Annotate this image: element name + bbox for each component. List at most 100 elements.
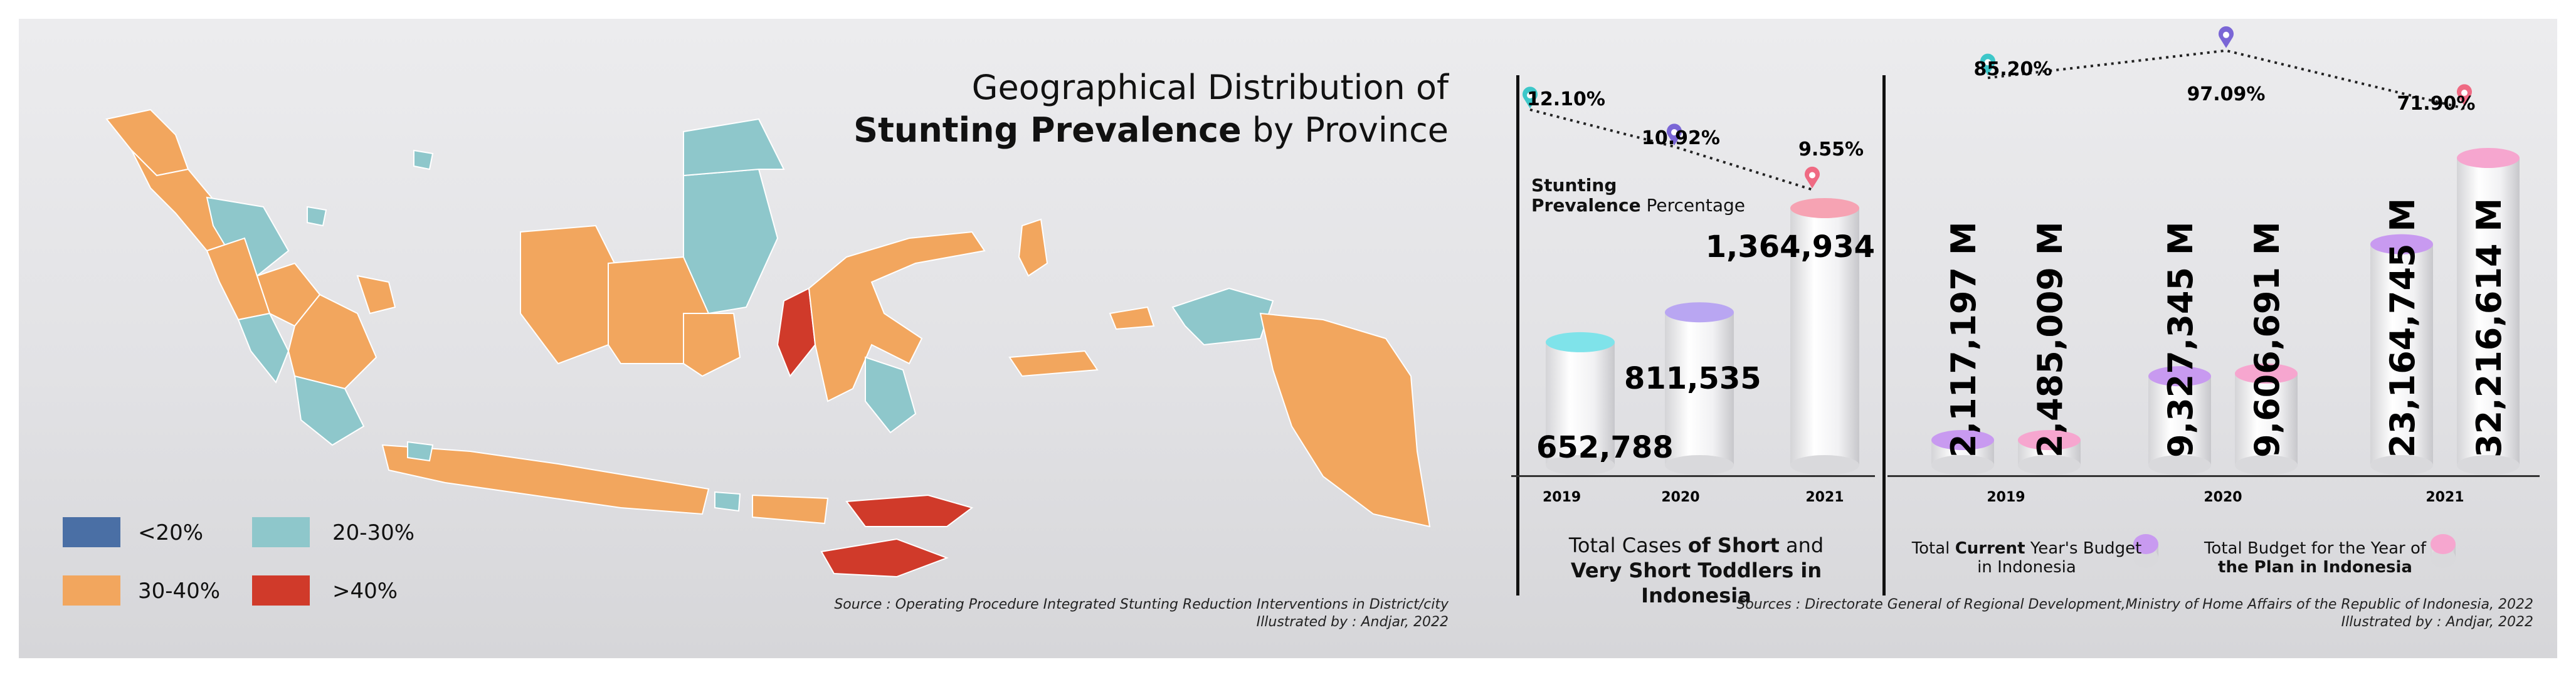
cases-bar-2019-top bbox=[1546, 332, 1615, 352]
baseline-cases bbox=[1511, 475, 1875, 477]
cases-pin-2020-dot bbox=[1671, 129, 1677, 135]
divider-left bbox=[1516, 75, 1519, 596]
budget-label-2021-s1: 32,216,614 M bbox=[2469, 198, 2509, 458]
budget-bar-2020-s0-base bbox=[2148, 455, 2211, 475]
province-jakarta bbox=[407, 441, 434, 462]
map-title-rest: by Province bbox=[1241, 110, 1449, 150]
legend-label-20-30: 20-30% bbox=[332, 520, 415, 545]
map-title-line1: Geographical Distribution of bbox=[971, 68, 1449, 107]
budget-bar-2020-s1-base bbox=[2235, 455, 2298, 475]
budget-pin-2020-dot bbox=[2223, 31, 2229, 38]
cases-caption-bold: of Short bbox=[1687, 533, 1780, 557]
cases-pin-2020 bbox=[1667, 123, 1682, 145]
budget-legend-current: Total Current Year's Budget in Indonesia bbox=[1908, 539, 2146, 577]
budget-bar-2020-s1-body bbox=[2235, 373, 2298, 465]
legend-cyl-current-top bbox=[2133, 534, 2158, 554]
budget-label-2020-s1: 9,606,691 M bbox=[2247, 221, 2287, 458]
cases-bar-2020 bbox=[1665, 302, 1734, 475]
budget-legend-current-line2: in Indonesia bbox=[1977, 558, 2076, 577]
cases-bar-2020-top bbox=[1665, 302, 1734, 323]
budget-bar-2019-s1-top bbox=[2018, 430, 2081, 450]
map-title-bold: Stunting Prevalence bbox=[853, 110, 1242, 150]
budget-bar-2020-s1 bbox=[2235, 363, 2298, 475]
budget-pin-2021 bbox=[2457, 84, 2472, 107]
cases-bar-2020-base bbox=[1665, 455, 1734, 475]
map-source-line2: Illustrated by : Andjar, 2022 bbox=[1256, 614, 1449, 630]
prev-label-2019: 12.10% bbox=[1527, 88, 1605, 110]
budget-label-2021-s0: 23,164,745 M bbox=[2383, 198, 2422, 458]
legend-cyl-current-base bbox=[2133, 548, 2158, 568]
cases-caption: Total Cases of Short and Very Short Toddl… bbox=[1521, 533, 1872, 608]
budget-tick-2019: 2019 bbox=[1987, 490, 2025, 505]
province-sulawesi bbox=[808, 231, 986, 402]
prevalence-label-rest: Percentage bbox=[1640, 195, 1745, 216]
province-north-maluku bbox=[1018, 218, 1048, 277]
prev-label-2021: 9.55% bbox=[1798, 139, 1864, 160]
budget-pin-2019-dot bbox=[1985, 59, 1991, 66]
cases-bar-2019 bbox=[1546, 332, 1615, 475]
budget-bar-2020-s0-top bbox=[2148, 366, 2211, 387]
budget-bar-2020-s0 bbox=[2148, 366, 2211, 475]
province-ntb bbox=[752, 494, 829, 525]
province-north-kalimantan bbox=[683, 118, 785, 177]
cases-bar-2021-base bbox=[1790, 455, 1859, 475]
cases-label-2020: 811,535 bbox=[1624, 361, 1761, 396]
legend-label-gt40: >40% bbox=[332, 579, 398, 604]
budget-label-2020-s0: 9,327,345 M bbox=[2161, 221, 2200, 458]
cases-caption-light: Total Cases bbox=[1568, 533, 1688, 557]
province-bengkulu bbox=[237, 312, 290, 384]
cases-label-2019: 652,788 bbox=[1536, 430, 1674, 465]
budget-bar-2020-s0-body bbox=[2148, 376, 2211, 465]
baseline-budget bbox=[1887, 475, 2540, 477]
budget-label-2019-s0: 2,117,197 M bbox=[1944, 221, 1983, 458]
budget-legend-plan-line1: Total Budget for the Year of bbox=[2204, 539, 2427, 558]
cases-bar-2019-base bbox=[1546, 455, 1615, 475]
budget-bar-2019-s1-base bbox=[2018, 455, 2081, 475]
province-south-sumatra bbox=[287, 293, 377, 390]
cases-tick-2019: 2019 bbox=[1543, 490, 1581, 505]
province-maluku bbox=[1008, 306, 1155, 377]
budget-bar-2021-s1-base bbox=[2457, 455, 2520, 475]
cases-pin-2019 bbox=[1523, 87, 1538, 108]
province-ntt bbox=[820, 494, 974, 578]
cases-caption-end: and bbox=[1779, 533, 1824, 557]
cases-tick-2021: 2021 bbox=[1805, 490, 1844, 505]
budget-bar-2019-s0-base bbox=[1931, 455, 1994, 475]
prevalence-label: Stunting Prevalence Percentage bbox=[1531, 176, 1745, 216]
budget-bar-2019-s1 bbox=[2018, 430, 2081, 475]
province-riau-islands bbox=[307, 149, 434, 227]
budget-legend-plan: Total Budget for the Year of the Plan in … bbox=[2190, 539, 2441, 577]
budget-bar-2021-s0-top bbox=[2370, 234, 2433, 255]
pct-label-2020: 97.09% bbox=[2187, 83, 2266, 105]
budget-source-line1: Sources : Directorate General of Regiona… bbox=[1736, 597, 2533, 612]
legend-label-30-40: 30-40% bbox=[138, 579, 221, 604]
cases-caption-bold2: Very Short Toddlers in Indonesia bbox=[1570, 559, 1822, 607]
budget-bar-2020-s1-top bbox=[2235, 363, 2298, 384]
budget-tick-2021: 2021 bbox=[2426, 490, 2464, 505]
map-title-line2: Stunting Prevalence by Province bbox=[796, 110, 1449, 150]
infographic-panel: Geographical Distribution of Stunting Pr… bbox=[19, 19, 2557, 658]
cases-label-2021: 1,364,934 bbox=[1706, 229, 1875, 265]
budget-source-line2: Illustrated by : Andjar, 2022 bbox=[2341, 614, 2533, 630]
cases-pin-2021-dot bbox=[1809, 172, 1815, 179]
legend-cyl-plan-top bbox=[2431, 534, 2456, 554]
cases-bar-2021-body bbox=[1790, 208, 1859, 465]
province-bangka bbox=[356, 275, 396, 315]
legend-swatch-gt40 bbox=[252, 575, 310, 606]
cases-pin-2021 bbox=[1805, 166, 1820, 189]
budget-bar-2019-s0-top bbox=[1931, 430, 1994, 450]
budget-pin-2019 bbox=[1980, 53, 1995, 76]
pct-label-2021: 71.90% bbox=[2397, 93, 2476, 115]
cases-prevalence-line bbox=[1529, 108, 1813, 191]
budget-bar-2021-s1 bbox=[2457, 148, 2520, 475]
map-source-line1: Source : Operating Procedure Integrated … bbox=[834, 597, 1449, 612]
province-bali bbox=[714, 491, 741, 512]
cases-bar-2021-top bbox=[1790, 198, 1859, 218]
legend-cyl-current bbox=[2133, 534, 2158, 568]
province-papua bbox=[1259, 312, 1431, 528]
legend-cyl-plan-base bbox=[2431, 548, 2456, 568]
prevalence-label-bold: Stunting bbox=[1531, 175, 1617, 196]
prevalence-label-bold2: Prevalence bbox=[1531, 195, 1641, 216]
budget-pin-2021-dot bbox=[2461, 90, 2468, 97]
budget-label-2019-s1: 2,485,009 M bbox=[2030, 221, 2070, 458]
